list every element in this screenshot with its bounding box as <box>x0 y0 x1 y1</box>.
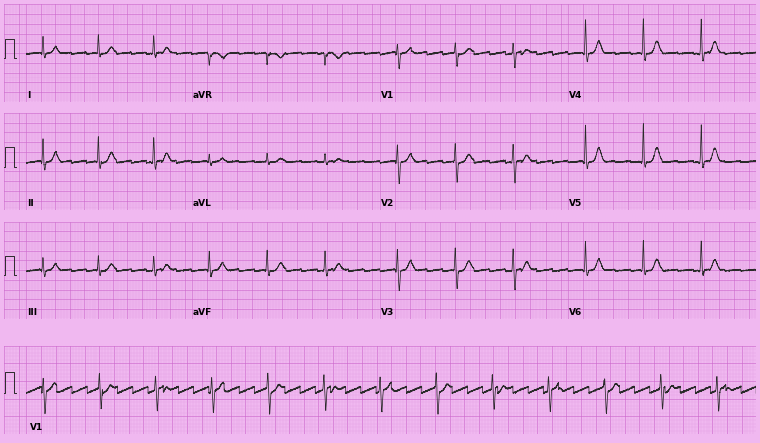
Text: V4: V4 <box>568 91 582 100</box>
Text: V3: V3 <box>381 308 394 317</box>
Text: V1: V1 <box>381 91 394 100</box>
Text: V2: V2 <box>381 199 394 209</box>
Text: V5: V5 <box>568 199 582 209</box>
Text: II: II <box>27 199 34 209</box>
Text: aVL: aVL <box>192 199 211 209</box>
Text: V1: V1 <box>30 424 43 432</box>
Text: I: I <box>27 91 30 100</box>
Text: III: III <box>27 308 37 317</box>
Text: aVR: aVR <box>192 91 213 100</box>
Text: aVF: aVF <box>192 308 212 317</box>
Text: V6: V6 <box>568 308 582 317</box>
